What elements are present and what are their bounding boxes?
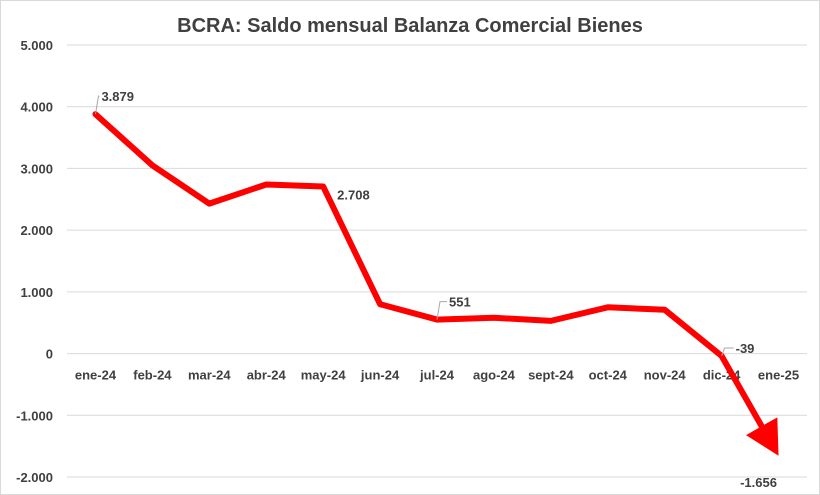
data-label: 3.879 [101, 89, 134, 104]
x-tick-label: mar-24 [188, 368, 231, 383]
data-label-leader [94, 95, 100, 115]
y-tick-label: -2.000 [16, 470, 53, 485]
y-tick-label: -1.000 [16, 408, 53, 423]
x-tick-label: oct-24 [589, 368, 628, 383]
data-label-leader [721, 347, 734, 357]
y-tick-label: 4.000 [20, 100, 53, 115]
data-label: -39 [736, 341, 755, 356]
series-arrowhead [746, 417, 779, 456]
x-tick-label: abr-24 [247, 368, 287, 383]
y-tick-label: 0 [46, 347, 53, 362]
series-line [92, 111, 725, 359]
y-tick-label: 1.000 [20, 285, 53, 300]
data-label: 551 [449, 295, 471, 310]
x-tick-label: may-24 [301, 368, 347, 383]
data-label: 2.708 [337, 187, 370, 202]
x-tick-label: feb-24 [133, 368, 172, 383]
x-tick-label: sept-24 [528, 368, 574, 383]
x-tick-label: jul-24 [419, 368, 455, 383]
x-tick-label: ene-25 [758, 368, 799, 383]
chart-title: BCRA: Saldo mensual Balanza Comercial Bi… [177, 15, 643, 37]
y-tick-label: 3.000 [20, 161, 53, 176]
series-arrow-line [718, 352, 765, 430]
data-label: -1.656 [740, 475, 777, 490]
x-tick-label: jun-24 [360, 368, 400, 383]
y-tick-label: 5.000 [20, 38, 53, 53]
data-label-leader [436, 301, 447, 320]
y-tick-label: 2.000 [20, 223, 53, 238]
x-tick-label: ene-24 [75, 368, 117, 383]
x-tick-label: nov-24 [644, 368, 687, 383]
x-tick-label: ago-24 [473, 368, 516, 383]
